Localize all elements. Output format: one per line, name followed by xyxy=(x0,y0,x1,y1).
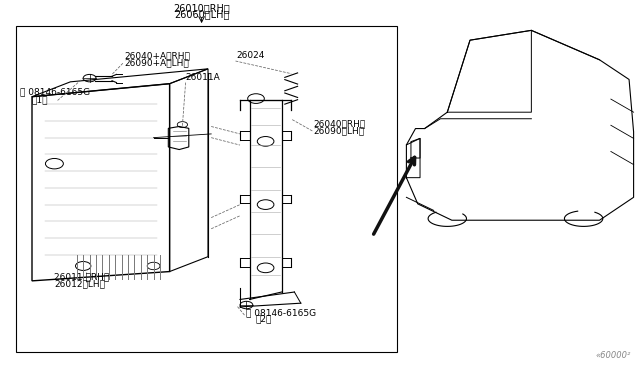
Text: 26012（LH）: 26012（LH） xyxy=(54,279,106,288)
Bar xyxy=(16,26,397,352)
Text: 26024: 26024 xyxy=(237,51,265,60)
Text: Ⓑ 08146-6165G: Ⓑ 08146-6165G xyxy=(20,88,91,97)
Text: 26011 （RH）: 26011 （RH） xyxy=(54,273,109,282)
Text: Ⓑ 08146-6165G: Ⓑ 08146-6165G xyxy=(246,308,317,317)
Text: 26010（RH）: 26010（RH） xyxy=(173,3,230,13)
Text: 26090（LH）: 26090（LH） xyxy=(314,126,365,135)
Text: 26040（RH）: 26040（RH） xyxy=(314,119,366,128)
Text: «60000²: «60000² xyxy=(595,351,630,360)
Text: 26040+A（RH）: 26040+A（RH） xyxy=(125,51,191,60)
Text: 26011A: 26011A xyxy=(186,73,220,82)
Text: 26060（LH）: 26060（LH） xyxy=(174,9,229,19)
Text: （1）: （1） xyxy=(32,95,49,104)
Text: （2）: （2） xyxy=(256,315,273,324)
Text: 26090+A（LH）: 26090+A（LH） xyxy=(125,58,189,67)
